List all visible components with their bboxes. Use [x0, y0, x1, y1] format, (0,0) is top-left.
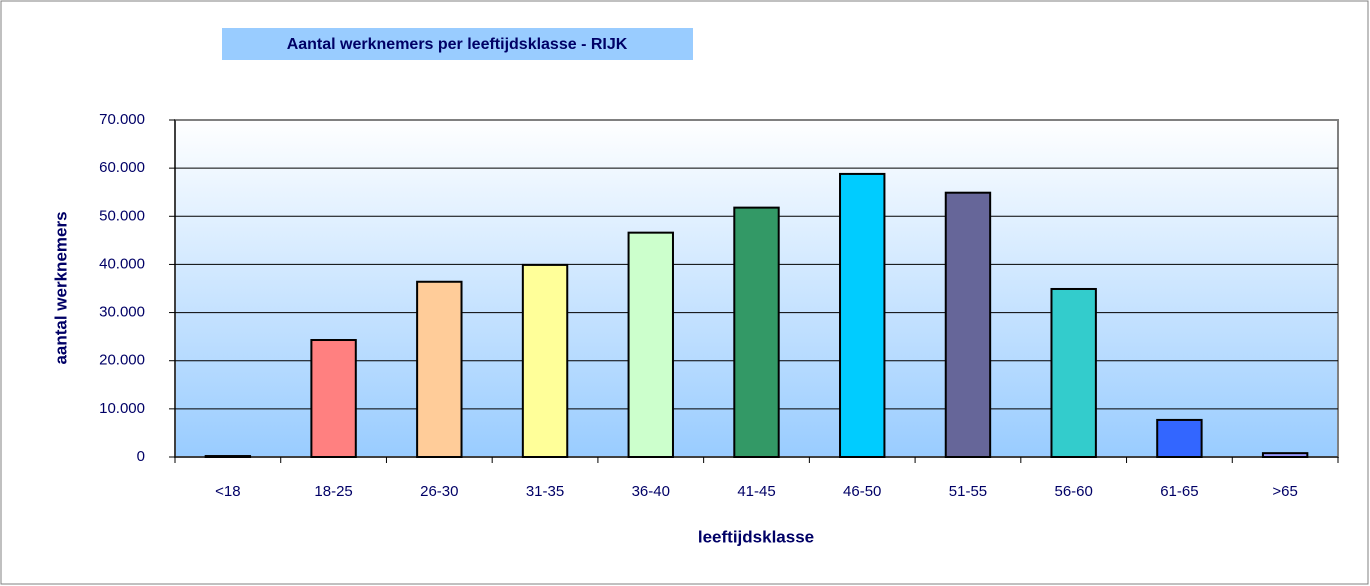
x-tick-label: 56-60: [1054, 483, 1092, 500]
x-tick-label: 26-30: [420, 483, 458, 500]
x-tick-label: >65: [1272, 483, 1297, 500]
y-tick-label: 0: [137, 448, 145, 465]
bar: [204, 455, 252, 458]
bar: [1261, 452, 1309, 458]
x-tick-label: 61-65: [1160, 483, 1198, 500]
y-tick-label: 70.000: [99, 111, 145, 128]
x-tick-label: <18: [215, 483, 240, 500]
chart-title: Aantal werknemers per leeftijdsklasse - …: [287, 36, 628, 53]
y-axis-label: aantal werknemers: [51, 211, 70, 364]
y-tick-label: 50.000: [99, 207, 145, 224]
bar: [627, 231, 674, 458]
bar: [416, 280, 463, 459]
x-tick-label: 31-35: [526, 483, 564, 500]
x-tick-label: 41-45: [737, 483, 775, 500]
x-tick-label: 51-55: [949, 483, 987, 500]
y-tick-label: 60.000: [99, 159, 145, 176]
y-tick-label: 20.000: [99, 352, 145, 369]
title-box: [222, 28, 693, 60]
bar: [310, 339, 357, 458]
bar: [521, 263, 569, 458]
y-tick-label: 30.000: [99, 304, 145, 321]
x-axis-label: leeftijdsklasse: [698, 527, 814, 546]
bar: [1050, 287, 1097, 458]
x-tick-label: 36-40: [632, 483, 670, 500]
x-tick-label: 46-50: [843, 483, 881, 500]
bar: [944, 191, 992, 458]
bar: [1156, 418, 1203, 458]
bar: [839, 172, 886, 458]
y-tick-label: 40.000: [99, 255, 145, 272]
bar: [733, 206, 780, 458]
x-tick-label: 18-25: [314, 483, 352, 500]
y-tick-label: 10.000: [99, 400, 145, 417]
